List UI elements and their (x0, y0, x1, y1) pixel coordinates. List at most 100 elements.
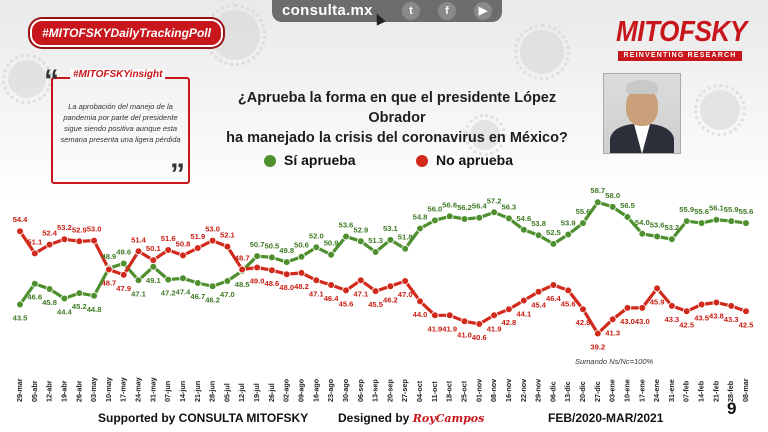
data-point-approve (549, 240, 558, 248)
data-point-disapprove (475, 320, 484, 328)
quote-open-icon: “ (44, 64, 59, 97)
designed-by-text: Designed by (338, 411, 410, 425)
youtube-icon[interactable]: ▶ (474, 2, 492, 20)
data-label-disapprove: 42.5 (739, 320, 755, 329)
data-label-approve: 53.9 (561, 219, 576, 228)
data-label-disapprove: 51.6 (161, 234, 176, 243)
data-label-approve: 55.6 (694, 207, 709, 216)
data-point-approve (194, 279, 202, 287)
data-label-disapprove: 41.0 (457, 330, 472, 339)
data-label-disapprove: 46.4 (546, 294, 562, 303)
data-point-disapprove (742, 307, 750, 316)
data-label-disapprove: 45.6 (561, 299, 576, 308)
data-label-disapprove: 42.8 (502, 318, 517, 327)
virus-decoration (694, 84, 746, 136)
x-tick-label: 13-dic (563, 381, 572, 402)
x-tick-label: 27-sep (400, 379, 409, 402)
data-label-disapprove: 51.9 (190, 232, 205, 241)
data-label-approve: 45.8 (42, 298, 57, 307)
data-point-disapprove (386, 282, 395, 291)
data-label-disapprove: 40.6 (472, 333, 487, 342)
x-tick-label: 07-jun (163, 381, 172, 402)
page-number: 9 (727, 399, 737, 418)
data-point-disapprove (119, 271, 128, 279)
data-label-disapprove: 42.5 (679, 320, 695, 329)
brand-logo: MITOFSKY (616, 16, 747, 48)
insight-title: #MITOFSKYinsight (70, 69, 166, 80)
data-point-approve (282, 258, 291, 266)
approval-line-chart: 43.5 46.645.844.445.2 44.8 48.949.6 47.1 49.1… (13, 186, 755, 402)
facebook-icon[interactable]: f (438, 2, 456, 20)
data-label-approve: 52.9 (353, 225, 368, 234)
data-label-disapprove: 50.1 (146, 244, 162, 253)
data-label-approve: 44.8 (87, 305, 102, 314)
data-point-disapprove (105, 265, 113, 274)
data-label-approve: 54.6 (516, 214, 531, 223)
data-label-disapprove: 44.1 (516, 310, 532, 319)
data-label-disapprove: 47.0 (398, 290, 413, 299)
data-point-disapprove (179, 251, 187, 260)
insight-text: La aprobación del manejo de la pandemia … (60, 102, 181, 144)
x-tick-label: 26-abr (74, 380, 83, 402)
data-label-approve: 53.8 (531, 219, 546, 228)
quote-close-icon: ” (170, 158, 185, 191)
data-point-disapprove (623, 304, 632, 312)
data-point-disapprove (371, 287, 380, 295)
data-label-disapprove: 48.0 (279, 283, 294, 292)
data-label-disapprove: 47.9 (116, 284, 131, 293)
data-point-disapprove (593, 329, 602, 338)
x-tick-label: 07-feb (682, 380, 691, 402)
legend-approve-dot (264, 155, 276, 167)
twitter-icon[interactable]: t (402, 2, 420, 20)
supported-by-text: Supported by CONSULTA MITOFSKY (98, 411, 309, 425)
virus-decoration (2, 54, 52, 104)
data-point-approve (371, 248, 380, 256)
data-point-approve (342, 232, 350, 241)
president-photo (603, 73, 681, 154)
x-tick-label: 10-may (104, 377, 113, 402)
data-point-disapprove (490, 311, 498, 320)
data-point-disapprove (282, 270, 291, 278)
data-point-approve (119, 259, 128, 268)
data-point-disapprove (60, 235, 69, 243)
data-point-approve (697, 219, 706, 227)
x-tick-label: 04-oct (415, 380, 424, 402)
x-tick-label: 22-nov (519, 379, 528, 402)
data-point-approve (593, 198, 602, 207)
data-label-approve: 55.6 (739, 207, 754, 216)
data-point-disapprove (653, 284, 661, 293)
site-link[interactable]: consulta.mx (282, 2, 373, 19)
data-label-disapprove: 47.1 (309, 289, 325, 298)
x-tick-label: 10-ene (623, 379, 632, 402)
data-point-disapprove (134, 247, 143, 256)
data-label-approve: 52.0 (309, 231, 324, 240)
x-tick-label: 21-feb (711, 380, 720, 402)
x-tick-label: 19-jul (252, 383, 261, 402)
data-point-approve (60, 294, 69, 303)
x-tick-label: 26-jul (267, 383, 276, 402)
data-point-approve (149, 263, 158, 271)
data-point-approve (638, 229, 647, 238)
x-tick-label: 31-ene (667, 379, 676, 402)
data-point-approve (356, 237, 365, 246)
data-label-disapprove: 52.1 (220, 231, 236, 240)
data-label-disapprove: 51.1 (27, 237, 43, 246)
data-label-approve: 50.7 (250, 240, 265, 249)
data-label-approve: 49.8 (279, 246, 294, 255)
data-label-disapprove: 53.2 (57, 223, 72, 232)
data-point-approve (253, 252, 261, 260)
data-label-disapprove: 45.9 (650, 297, 665, 306)
hashtag-badge: #MITOFSKYDailyTrackingPoll (30, 19, 223, 47)
data-point-approve (30, 279, 39, 288)
data-label-disapprove: 43.0 (635, 317, 650, 326)
data-point-disapprove (164, 246, 173, 254)
data-label-disapprove: 45.5 (368, 300, 384, 309)
x-tick-label: 28-feb (726, 380, 735, 402)
x-tick-label: 01-nov (474, 379, 483, 402)
data-label-disapprove: 48.2 (294, 282, 309, 291)
data-point-disapprove (149, 256, 158, 264)
data-point-disapprove (564, 286, 572, 295)
data-point-disapprove (45, 240, 54, 249)
data-label-disapprove: 46.4 (324, 294, 340, 303)
x-tick-label: 20-dic (578, 381, 587, 402)
